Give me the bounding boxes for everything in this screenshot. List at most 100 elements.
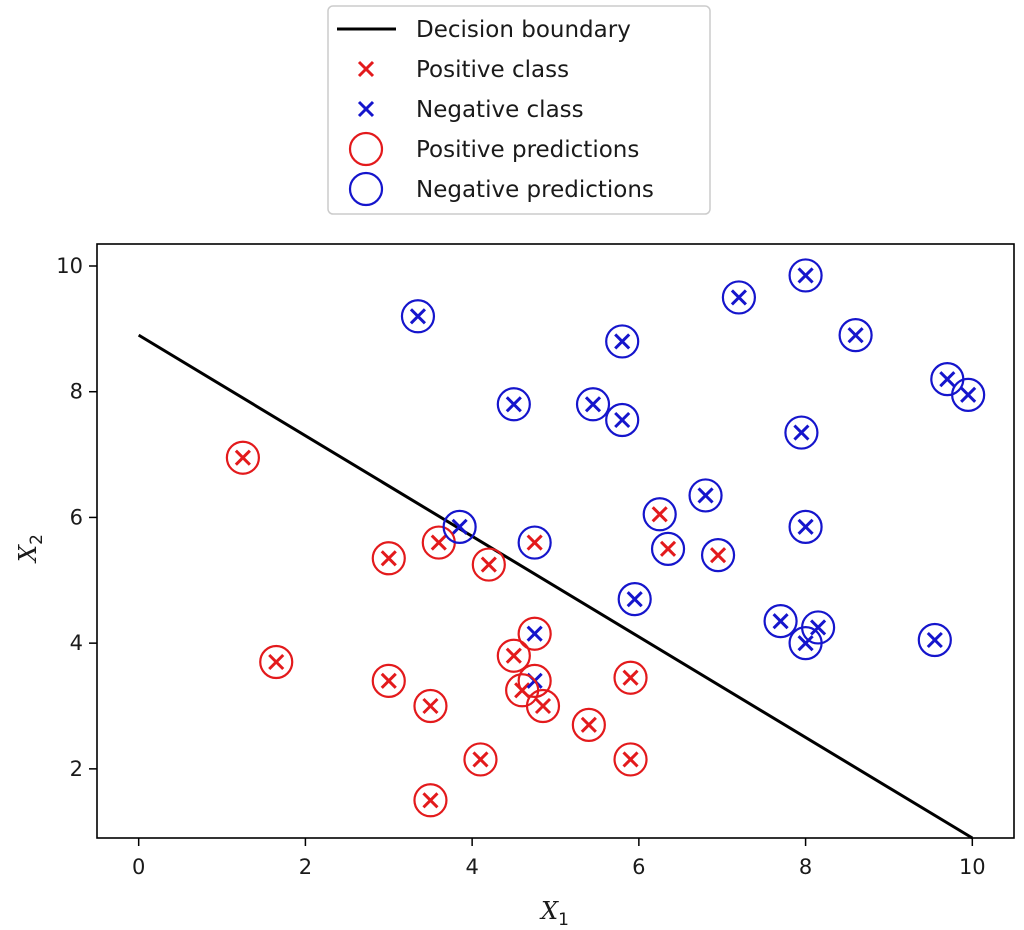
positive-predictions-circle [259,644,294,680]
y-axis: 2 4 6 8 10 [56,254,97,781]
positive-predictions-circle [517,616,552,651]
negative-predictions-circle [605,402,640,438]
negative-class-point [772,613,789,630]
negative-predictions-circle [951,377,986,412]
negative-predictions-circle [575,387,611,422]
negative-predictions-circle [617,582,652,617]
negative-predictions-circle [650,531,686,566]
negative-class-point [926,631,943,649]
x-axis-label: X1 [539,897,569,930]
negative-predictions-circle [838,318,873,353]
negative-class-point [505,396,522,413]
positive-class-point [472,751,489,768]
positive-class-point [622,751,639,768]
positive-predictions-circle [613,660,648,695]
x-tick-label: 8 [799,855,812,879]
positive-predictions-circle [371,663,406,698]
legend-label: Negative predictions [416,177,654,203]
positive-class-point [622,669,639,686]
negative-class-point [626,591,643,608]
negative-predictions-circle [800,610,836,645]
legend-item: Negative class [357,97,584,123]
negative-class-point [409,308,427,325]
positive-class-point [380,550,397,567]
positive-predictions-circle [471,547,506,582]
negative-class-point [797,518,814,535]
x-tick-label: 10 [959,855,986,879]
legend-item: Negative predictions [348,171,654,207]
negative-predictions-circle [788,258,823,293]
negative-class-point [939,371,956,388]
x-axis: 0 2 4 6 8 10 [132,838,986,879]
negative-predictions-circle [788,509,823,544]
negative-predictions-circle [688,478,723,513]
negative-class-point [526,625,543,642]
positive-predictions-circle [413,688,448,724]
positive-predictions-circle [517,663,552,698]
positive-class-point [534,697,552,715]
negative-class-point [584,396,602,413]
negative-predictions-circle [517,525,552,560]
legend-item: Positive class [357,57,569,83]
legend-frame [327,5,711,215]
y-tick-label: 10 [56,254,83,278]
x-tick-label: 4 [465,855,478,879]
y-tick-label: 6 [70,505,83,529]
negative-predictions-circle [763,604,798,639]
x-tick-label: 0 [132,855,145,879]
positive-class-point [505,647,522,664]
positive-class-point [422,697,439,715]
legend-label: Negative class [416,97,584,123]
legend-circle-swatch [348,171,384,207]
positive-class-point [380,672,397,689]
positive-predictions-circle [413,783,448,818]
legend-item: Decision boundary [337,17,631,43]
negative-class-point [797,635,814,652]
negative-predictions-circle [917,622,952,658]
legend-label: Positive predictions [416,137,639,163]
negative-class-point [697,487,714,504]
positive-class-point [651,506,668,523]
legend-x-swatch [357,100,375,118]
positive-class-point [422,792,439,809]
negative-predictions-circle [700,538,736,573]
negative-predictions-circle [605,324,640,359]
negative-class-point [730,289,747,306]
legend-item: Positive predictions [348,131,639,167]
positive-class-point [234,449,251,466]
positive-predictions-circle [571,707,606,742]
y-tick-label: 2 [70,757,83,781]
positive-class-point [580,716,597,733]
legend: Decision boundary Positive class Negative … [327,5,711,215]
x-tick-label: 2 [299,855,312,879]
legend-label: Positive class [416,57,569,83]
x-tick-label: 6 [632,855,645,879]
negative-class-point [614,411,631,429]
positive-class-point [430,534,447,551]
positive-predictions-circle [613,742,648,777]
y-tick-label: 8 [70,380,83,404]
negative-class-point [793,424,810,441]
negative-class-point [847,327,864,344]
negative-predictions-circle [400,299,436,334]
negative-predictions-circle [442,509,477,544]
negative-predictions-circle [784,415,819,450]
legend-circle-swatch [348,131,384,167]
plot-frame [96,243,1015,839]
positive-class-point [268,653,285,671]
negative-class-point [614,333,631,350]
y-axis-label: X2 [14,534,47,564]
negative-class-point [960,386,977,403]
legend-label: Decision boundary [416,17,631,43]
positive-class-point [709,547,727,564]
positive-predictions-circle [496,638,531,673]
positive-predictions-circle [463,742,498,777]
negative-class-point [797,267,814,284]
negative-predictions-circle [721,280,757,315]
negative-class-point [810,619,827,636]
decision-boundary-line [137,333,974,840]
y-tick-label: 4 [70,631,83,655]
positive-predictions-circle [225,440,260,475]
positive-predictions-circle [525,688,561,724]
